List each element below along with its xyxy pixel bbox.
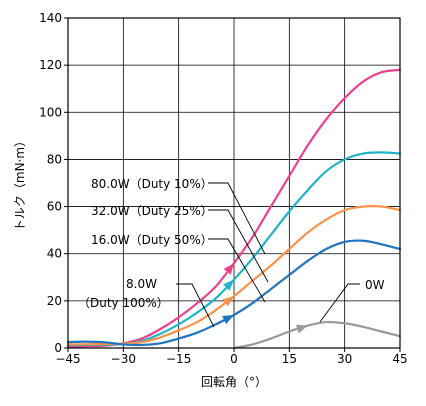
x-tick-label: −15 xyxy=(166,352,191,366)
x-tick-label: 15 xyxy=(282,352,297,366)
y-tick-label: 0 xyxy=(54,341,62,355)
annotation-leader xyxy=(208,238,266,303)
annotations: 80.0W（Duty 10%） 32.0W（Duty 25%） 16.0W（Duty… xyxy=(78,177,385,310)
annotation-leader xyxy=(208,209,269,283)
series-arrow xyxy=(295,324,308,334)
annotation-leader xyxy=(319,283,360,323)
x-tick-label: 0 xyxy=(230,352,238,366)
y-tick-label: 100 xyxy=(39,105,62,119)
series-arrow xyxy=(223,263,234,275)
annotation-label: 16.0W（Duty 50%） xyxy=(91,233,213,247)
annotation-label: 8.0W xyxy=(126,277,157,291)
series-line xyxy=(232,320,402,350)
annotation-leader xyxy=(176,283,215,328)
annotation-leaders xyxy=(176,182,360,328)
grid xyxy=(68,18,400,348)
series-arrows xyxy=(222,263,308,334)
x-tick-label: 30 xyxy=(337,352,352,366)
y-tick-label: 60 xyxy=(47,200,62,214)
series-lines xyxy=(66,68,402,350)
annotation-label: 80.0W（Duty 10%） xyxy=(91,177,213,191)
y-tick-label: 80 xyxy=(47,152,62,166)
series-arrow xyxy=(222,296,234,307)
x-tick-label: −30 xyxy=(111,352,136,366)
annotation-label-line2: （Duty 100%） xyxy=(78,296,169,310)
y-tick-label: 20 xyxy=(47,294,62,308)
y-axis-label: トルク（mN·m） xyxy=(13,135,27,231)
y-tick-label: 120 xyxy=(39,58,62,72)
annotation-label: 32.0W（Duty 25%） xyxy=(91,204,213,218)
series-arrow xyxy=(222,315,234,325)
x-axis-label: 回転角（°） xyxy=(201,375,267,389)
x-tick-label: −45 xyxy=(55,352,80,366)
x-tick-label: 45 xyxy=(392,352,407,366)
series-arrow xyxy=(223,279,234,291)
axes xyxy=(64,17,401,352)
annotation-leader xyxy=(208,182,266,255)
y-tick-label: 40 xyxy=(47,247,62,261)
annotation-label: 0W xyxy=(365,278,385,292)
tick-labels: −45 −30 −15 0 15 30 45 0 20 40 60 80 100 120 140 xyxy=(39,11,408,366)
y-tick-label: 140 xyxy=(39,11,62,25)
